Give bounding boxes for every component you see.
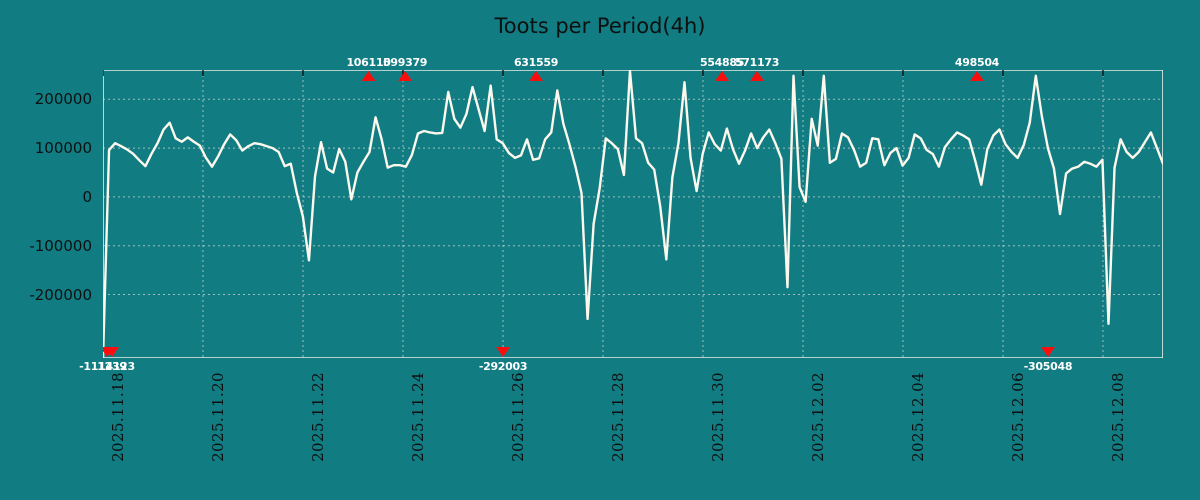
extreme-value-label: 631559: [513, 56, 559, 69]
extreme-marker-triangle: [398, 71, 413, 81]
y-axis-tick-label: 100000: [34, 139, 92, 158]
x-axis-tick-label: 2025.11.30: [708, 372, 727, 462]
extreme-value-label: -1114123: [79, 360, 135, 373]
extreme-marker-triangle: [361, 71, 376, 81]
x-axis-tick-label: 2025.11.24: [408, 372, 427, 462]
extreme-marker-triangle: [105, 347, 120, 357]
x-axis-tick-label: 2025.11.20: [208, 372, 227, 462]
grid-lines: [103, 70, 1163, 358]
extreme-value-label: 571173: [734, 56, 780, 69]
x-axis-tick-label: 2025.12.04: [908, 372, 927, 462]
extreme-markers: [103, 71, 1055, 357]
data-series-line: [103, 70, 1163, 358]
extreme-marker-triangle: [969, 71, 984, 81]
y-axis-tick-label: -200000: [29, 285, 92, 304]
y-axis-tick-label: -100000: [29, 236, 92, 255]
x-axis-tick-label: 2025.11.22: [309, 372, 328, 462]
extreme-value-label: -292003: [478, 360, 528, 373]
x-axis-tick-label: 2025.11.26: [509, 372, 528, 462]
extreme-marker-triangle: [715, 71, 730, 81]
extreme-value-label: 1239: [97, 360, 127, 373]
extreme-marker-triangle: [529, 71, 544, 81]
extreme-value-label: 498504: [954, 56, 1000, 69]
x-axis-tick-label: 2025.11.18: [109, 372, 127, 462]
x-axis-tick-label: 2025.12.08: [1109, 372, 1127, 462]
plot-area: [103, 70, 1163, 358]
x-axis-tick-label: 2025.12.02: [809, 372, 828, 462]
extreme-marker-triangle: [1040, 347, 1055, 357]
extreme-marker-triangle: [496, 347, 511, 357]
x-axis-tick-label: 2025.11.28: [609, 372, 627, 462]
line-chart-svg: [103, 70, 1163, 358]
x-axis-tick-label: 2025.12.06: [1009, 372, 1028, 462]
extreme-value-label: 599379: [383, 56, 428, 69]
chart-title: Toots per Period(4h): [494, 14, 706, 38]
extreme-value-label: 554885: [699, 56, 745, 69]
y-axis-tick-label: 200000: [34, 90, 92, 109]
extreme-value-label: 106110: [346, 56, 391, 69]
extreme-value-label: -305048: [1023, 360, 1073, 373]
extreme-marker-triangle: [750, 71, 765, 81]
y-axis-tick-label: 0: [82, 187, 92, 206]
